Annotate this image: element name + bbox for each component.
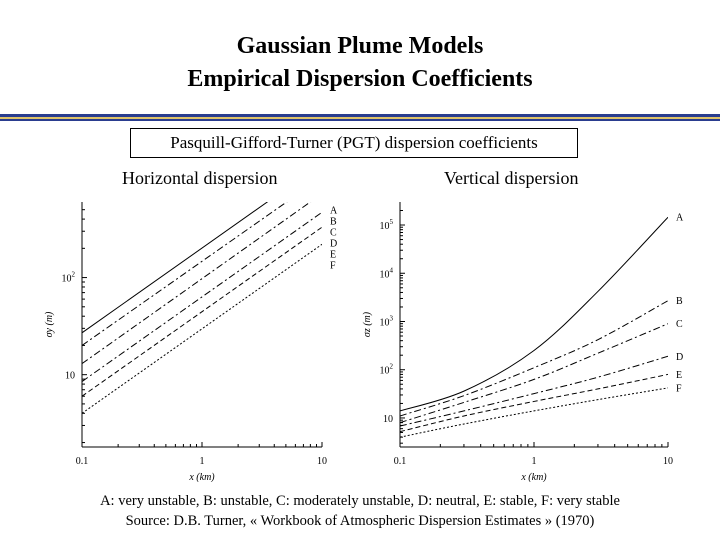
vertical-y-tick-label: 105 [380,218,394,232]
vertical-series-b-label: B [676,296,683,307]
footer: A: very unstable, B: unstable, C: modera… [0,491,720,531]
horizontal-panel-title: Horizontal dispersion [122,168,278,188]
vertical-y-tick-label: 104 [380,266,394,280]
vertical-y-tick-label: 103 [380,314,394,328]
vertical-x-axis-label: x (km) [520,472,547,482]
horizontal-series-a-line [82,202,269,334]
horizontal-x-tick-label: 1 [200,456,205,467]
vertical-panel-title: Vertical dispersion [444,168,579,188]
vertical-series-d-line [400,355,668,427]
horizontal-series-a-label: A [330,206,338,217]
horizontal-x-tick-label: 10 [317,456,327,467]
vertical-y-tick-label: 102 [380,363,394,377]
vertical-series-b-line [400,300,668,417]
header-rule-bottom [0,119,720,121]
header-rule-top [0,114,720,117]
horizontal-series-b-label: B [330,217,337,228]
vertical-series-c-line [400,323,668,424]
horizontal-series-c-line [82,202,312,365]
vertical-x-tick-label: 1 [532,456,537,467]
horizontal-series-f-line [82,243,322,414]
vertical-series-e-line [400,373,668,433]
horizontal-y-axis-label: σy (m) [44,311,55,337]
vertical-x-tick-label: 10 [663,456,673,467]
vertical-dispersion-chart: 0.1 1 10 10 102 103 104 105 x (km) σz (m) A B C DEF [362,202,684,482]
horizontal-series-b-line [82,202,288,346]
vertical-x-tick-label: 0.1 [394,456,407,467]
vertical-series-f-line [400,387,668,438]
vertical-series-c-label: C [676,319,683,330]
vertical-series-a-label: A [676,213,684,224]
title-line-1: Gaussian Plume Models [236,33,484,59]
slide-title: Gaussian Plume Models Empirical Dispersi… [0,30,720,96]
horizontal-series-e-label: E [330,250,336,261]
source-citation: Source: D.B. Turner, « Workbook of Atmos… [125,513,595,529]
vertical-y-tick-label: 10 [383,414,393,425]
horizontal-y-tick-label: 102 [62,271,76,285]
subtitle-box: Pasquill-Gifford-Turner (PGT) dispersion… [130,128,578,158]
header-rule-middle [0,117,720,119]
vertical-series-d-label: D [676,352,683,363]
vertical-series-f-label: F [676,383,682,394]
title-line-2: Empirical Dispersion Coefficients [187,66,533,92]
horizontal-series-c-label: C [330,228,337,239]
horizontal-series-f-label: F [330,261,336,272]
horizontal-x-tick-label: 0.1 [76,456,89,467]
vertical-series-a-line [400,216,668,412]
vertical-y-axis-label: σz (m) [362,311,373,337]
horizontal-series-d-label: D [330,239,337,250]
horizontal-y-tick-label: 10 [65,371,75,382]
horizontal-series-e-line [82,226,322,397]
stability-legend-text: A: very unstable, B: unstable, C: modera… [100,493,620,509]
vertical-series-e-label: E [676,370,682,381]
horizontal-x-axis-label: x (km) [188,472,215,482]
horizontal-series-d-line [82,211,322,382]
